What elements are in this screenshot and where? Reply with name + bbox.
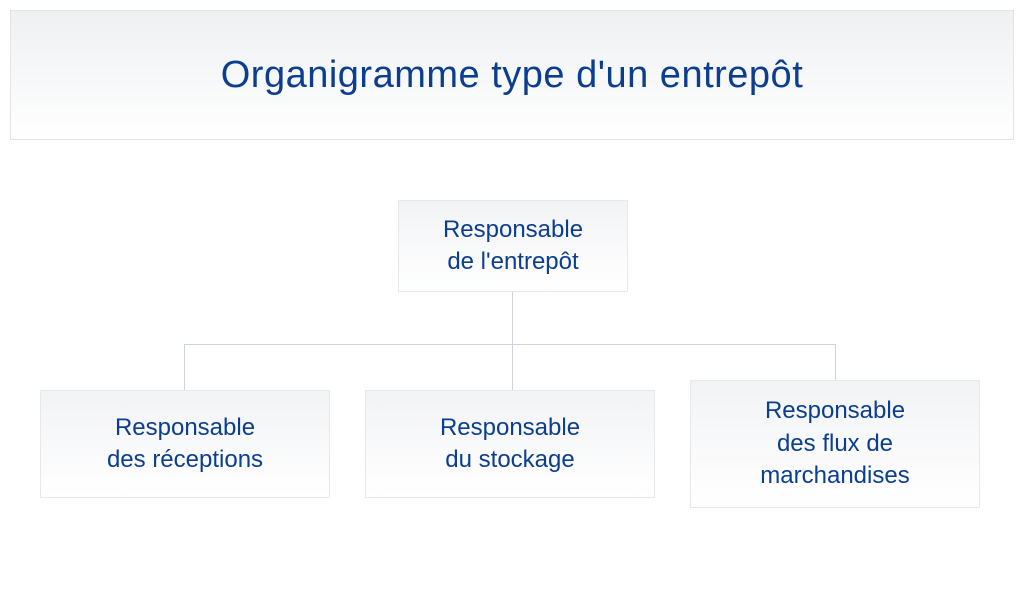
connector-child3-up xyxy=(835,344,836,380)
org-chart: Responsable de l'entrepôt Responsable de… xyxy=(0,170,1024,594)
node-stockage: Responsable du stockage xyxy=(365,390,655,498)
page-title: Organigramme type d'un entrepôt xyxy=(221,54,804,97)
title-band: Organigramme type d'un entrepôt xyxy=(10,10,1014,140)
connector-horizontal-bar xyxy=(184,344,836,345)
node-root: Responsable de l'entrepôt xyxy=(398,200,628,292)
connector-child1-up xyxy=(184,344,185,390)
node-receptions: Responsable des réceptions xyxy=(40,390,330,498)
node-flux-marchandises: Responsable des flux de marchandises xyxy=(690,380,980,508)
connector-root-down xyxy=(512,292,513,344)
connector-child2-up xyxy=(512,344,513,390)
